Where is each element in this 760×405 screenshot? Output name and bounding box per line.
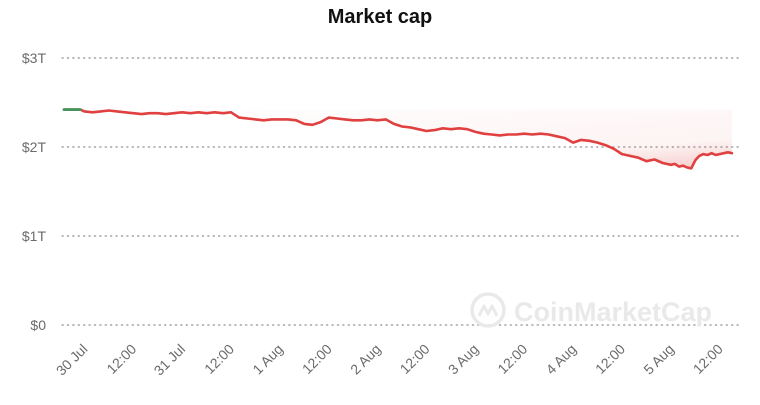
- x-tick-label: 12:00: [592, 341, 628, 377]
- x-tick-label: 2 Aug: [347, 341, 384, 378]
- x-tick-label: 12:00: [494, 341, 530, 377]
- x-tick-label: 4 Aug: [543, 341, 580, 378]
- x-tick-label: 1 Aug: [249, 341, 286, 378]
- chart-title: Market cap: [327, 6, 433, 28]
- x-tick-label: 12:00: [397, 341, 433, 377]
- y-tick-label: $1T: [22, 228, 47, 244]
- x-tick-label: 12:00: [299, 341, 335, 377]
- x-tick-label: 30 Jul: [53, 341, 91, 379]
- x-tick-label: 3 Aug: [445, 341, 482, 378]
- x-tick-label: 31 Jul: [151, 341, 189, 379]
- coinmarketcap-logo-icon: [470, 292, 506, 328]
- series-path: [62, 108, 734, 170]
- x-tick-label: 5 Aug: [640, 341, 677, 378]
- area-fill: [64, 109, 732, 169]
- watermark: CoinMarketCap: [470, 292, 712, 328]
- y-tick-label: $3T: [22, 50, 47, 66]
- y-tick-label: $2T: [22, 139, 47, 155]
- x-tick-label: 12:00: [201, 341, 237, 377]
- watermark-text: CoinMarketCap: [514, 297, 712, 327]
- y-tick-label: $0: [30, 317, 46, 333]
- y-axis-ticks: $0 $1T $2T $3T: [22, 50, 47, 333]
- x-tick-label: 12:00: [690, 341, 726, 377]
- series-line: [62, 108, 734, 170]
- x-axis-ticks: 30 Jul 12:00 31 Jul 12:00 1 Aug 12:00 2 Aug 12:…: [53, 341, 726, 379]
- gridlines: [61, 57, 741, 326]
- series-area: [64, 109, 732, 169]
- x-tick-label: 12:00: [103, 341, 139, 377]
